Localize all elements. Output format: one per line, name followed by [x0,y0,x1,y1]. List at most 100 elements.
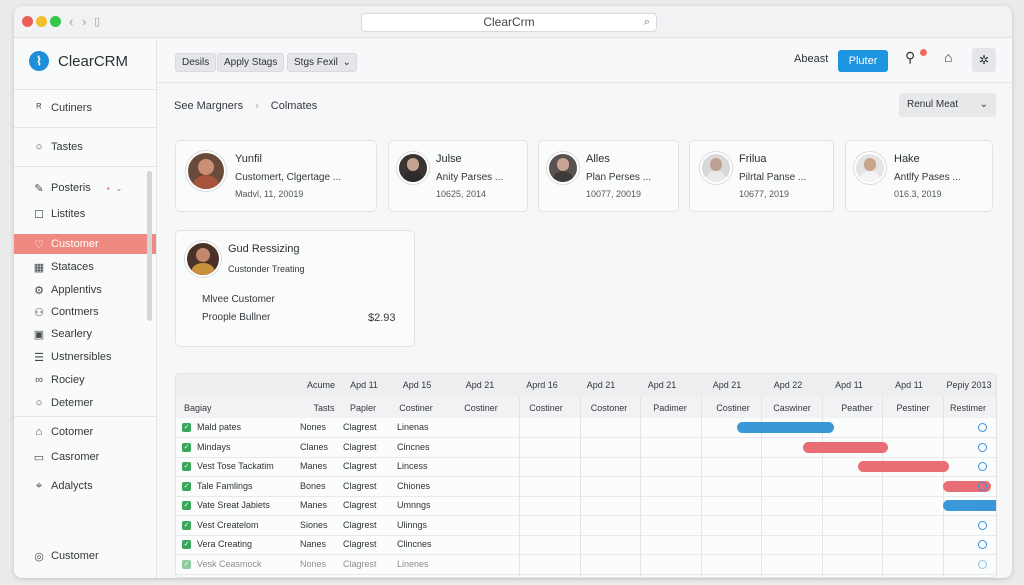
gantt-column-header[interactable]: Costoner [590,403,628,413]
avatar [700,152,732,184]
gantt-column-header[interactable]: Padimer [653,403,687,413]
sidebar-item-adalycts[interactable]: ⌖ Adalycts [14,476,156,496]
sidebar-item-detemer[interactable]: ○ Detemer [14,393,156,413]
gantt-row[interactable]: ✓ Vest Tose Tackatim Manes Clagrest Lincess [176,457,996,476]
stage-filter-dropdown[interactable]: Stgs Fexil ⌄ [287,53,357,72]
status-circle-icon[interactable] [978,462,987,471]
minimize-window-button[interactable] [36,16,47,27]
close-window-button[interactable] [22,16,33,27]
contact-card[interactable]: Alles Plan Perses ... 10077, 20019 [538,140,679,212]
back-arrow-icon[interactable]: ‹ [69,14,74,29]
gantt-column-header[interactable]: Costiner [399,403,433,413]
search-icon[interactable]: ⌕ [643,16,650,28]
gantt-bar[interactable] [857,461,949,472]
contact-card[interactable]: Frilua Pilrtal Panse ... 10677, 2019 [689,140,834,212]
sidebar-item-posteris[interactable]: ✎ Posteris ▪ ⌄ [14,178,156,198]
status-circle-icon[interactable] [978,442,987,452]
gantt-column-header[interactable]: Tasts [313,403,335,413]
breadcrumb-item-current[interactable]: Colmates [270,100,318,112]
status-circle-icon[interactable] [978,540,987,549]
document-icon[interactable]: ▯ [94,16,101,28]
gantt-row[interactable]: ✓ Mindays Clanes Clagrest Cincnes [176,438,996,457]
sidebar-item-tastes[interactable]: ○ Tastes [14,137,156,157]
gantt-column-header[interactable]: Caswiner [773,403,811,413]
chevron-down-icon[interactable]: ⌄ [115,183,123,193]
link-icon: ∞ [35,374,43,386]
status-circle-icon[interactable] [978,501,987,510]
gantt-grid-line [519,396,520,577]
gantt-row[interactable]: ✓ Mald pates Nones Clagrest Linenas [176,418,996,437]
checkbox-checked-icon[interactable]: ✓ [182,501,191,510]
settings-icon[interactable]: ✲ [972,48,996,72]
sidebar-item-stataces[interactable]: ▦ Stataces [14,257,156,277]
gantt-column-header[interactable]: Costiner [716,403,750,413]
home-icon[interactable]: ⌂ [944,49,953,65]
gantt-column-header[interactable]: Papler [349,403,376,413]
about-link[interactable]: Abeast [794,53,829,65]
sidebar-divider [14,166,156,167]
sidebar-item-ustnersibles[interactable]: ☰ Ustnersibles [14,347,156,367]
sidebar-item-cotomer[interactable]: ⌂ Cotomer [14,422,156,442]
gantt-column-header[interactable]: Restimer [949,403,986,413]
contact-card[interactable]: Yunfil Customert, Clgertage ... Madvl, 1… [175,140,377,212]
checkbox-checked-icon[interactable]: ✓ [182,442,191,452]
gantt-row[interactable]: ✓ Tale Famlings Bones Clagrest Chiones [176,477,996,496]
sidebar-item-rociey[interactable]: ∞ Rociey [14,370,156,390]
gantt-date-header: Apd 22 [773,380,803,390]
gantt-column-header[interactable]: Pestiner [896,403,930,413]
sidebar-item-applentivs[interactable]: ⚙ Applentivs [14,280,156,300]
primary-filter-button[interactable]: Pluter [838,50,888,72]
sidebar-item-searlery[interactable]: ▣ Searlery [14,324,156,344]
sidebar-item-customer-active[interactable]: ♡ Customer [14,234,156,254]
gantt-bar[interactable] [942,480,991,492]
sidebar-item-label: Cutiners [51,102,92,114]
checkbox-checked-icon[interactable]: ✓ [182,559,191,569]
contact-card[interactable]: Julse Anity Parses ... 10625, 2014 [388,140,528,212]
sidebar-item-contmers[interactable]: ⚇ Contmers [14,302,156,322]
gantt-column-header[interactable]: Costiner [464,403,498,413]
status-circle-icon[interactable] [978,423,987,432]
search-icon[interactable]: ⚲ [905,49,916,65]
gantt-cell: Linenas [397,422,429,432]
checkbox-checked-icon[interactable]: ✓ [182,462,191,471]
checkbox-checked-icon[interactable]: ✓ [182,423,191,432]
app-logo[interactable]: ⌇ ClearCRM [29,51,128,71]
gantt-row[interactable]: ✓ Vate Sreat Jabiets Manes Clagrest Umnngs [176,496,996,515]
details-button[interactable]: Desils [175,53,217,72]
gantt-bar[interactable] [942,500,996,511]
sidebar-item-label: Applentivs [51,284,102,296]
checkbox-checked-icon[interactable]: ✓ [182,540,191,549]
view-select[interactable]: Renul Meat ⌄ [899,93,996,117]
sidebar-item-customer-bottom[interactable]: ◎ Customer [14,546,156,566]
gantt-cell: Siones [300,519,328,530]
gantt-bar[interactable] [803,441,889,453]
status-circle-icon[interactable] [978,520,987,530]
breadcrumb-item[interactable]: See Margners [174,100,244,112]
apply-stages-button[interactable]: Apply Stags [217,53,285,72]
forward-arrow-icon[interactable]: › [82,14,87,29]
gantt-row[interactable]: ✓ Vest Createlom Siones Clagrest Ulinngs [176,516,996,535]
checkbox-checked-icon[interactable]: ✓ [182,481,191,491]
contact-card[interactable]: Hake Antlfy Pases ... 016.3, 2019 [845,140,993,212]
gantt-column-header[interactable]: Costiner [529,403,563,413]
gantt-grid-line [700,396,702,577]
maximize-window-button[interactable] [50,16,61,27]
gantt-bar[interactable] [736,422,834,433]
customer-detail-card[interactable]: Gud Ressizing Custonder Treating Mlvee C… [175,230,415,347]
sidebar-item-label: Customer [51,238,99,250]
sidebar-item-listites[interactable]: ☐ Listites [14,204,156,224]
address-bar[interactable]: ClearCrm ⌕ [361,13,657,32]
sidebar-item-cutiners[interactable]: ᴿ Cutiners [14,98,156,118]
gantt-cell: Clagrest [343,480,377,491]
gantt-column-header[interactable]: Peather [841,403,873,413]
contact-date: 10077, 20019 [586,189,642,199]
gantt-row[interactable]: ✓ Vera Creating Nanes Clagrest Clincnes [176,535,996,554]
alert-marker-icon: ▪ [106,183,110,193]
sidebar-item-casromer[interactable]: ▭ Casromer [14,447,156,467]
sidebar-scrollbar[interactable] [147,171,152,321]
status-circle-icon[interactable] [978,559,987,569]
gantt-row[interactable]: ✓ Vesk Ceasmock Nones Clagrest Linenes [176,555,996,574]
checkbox-checked-icon[interactable]: ✓ [182,520,191,530]
gantt-column-header[interactable]: Bagiay [184,403,212,413]
status-circle-icon[interactable] [978,481,987,491]
